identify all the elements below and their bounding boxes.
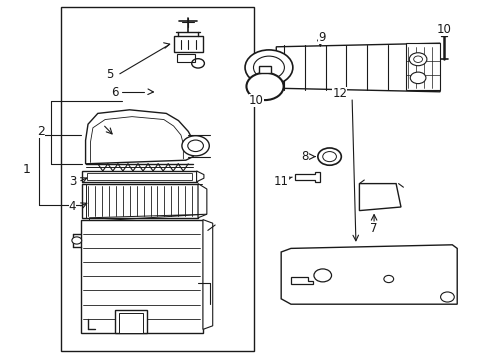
Polygon shape [119,313,142,333]
Polygon shape [359,184,400,211]
Polygon shape [173,36,203,52]
Text: 10: 10 [436,23,450,36]
Text: 8: 8 [301,150,308,163]
Polygon shape [290,277,312,284]
Bar [61,7,254,351]
Circle shape [440,292,453,302]
Circle shape [313,269,331,282]
Text: 6: 6 [111,86,119,99]
Circle shape [413,56,422,62]
Polygon shape [259,66,270,73]
Circle shape [383,275,393,283]
Text: 9: 9 [317,31,325,44]
Polygon shape [203,220,212,329]
Circle shape [244,50,292,85]
Polygon shape [405,43,439,90]
Text: 7: 7 [369,222,377,235]
Polygon shape [295,172,319,182]
Text: 12: 12 [332,87,346,100]
Circle shape [187,140,203,152]
Text: 3: 3 [68,175,76,188]
Text: 10: 10 [248,94,263,107]
Circle shape [317,148,341,165]
Circle shape [322,152,336,162]
Text: 1: 1 [23,163,31,176]
Text: 2: 2 [37,125,44,138]
Polygon shape [82,171,196,182]
Polygon shape [198,184,206,218]
Circle shape [182,136,209,156]
Circle shape [408,53,426,66]
Circle shape [409,72,425,84]
Polygon shape [81,220,203,333]
Text: 4: 4 [68,201,76,213]
Circle shape [253,56,284,79]
Polygon shape [115,310,146,333]
Text: 5: 5 [106,68,114,81]
Circle shape [72,237,81,244]
Polygon shape [87,173,191,180]
Polygon shape [177,54,194,62]
Polygon shape [196,171,203,182]
Polygon shape [276,43,439,92]
Polygon shape [85,110,193,164]
Polygon shape [82,184,198,218]
Polygon shape [281,245,456,304]
Circle shape [246,73,283,100]
Text: 11: 11 [274,175,288,188]
